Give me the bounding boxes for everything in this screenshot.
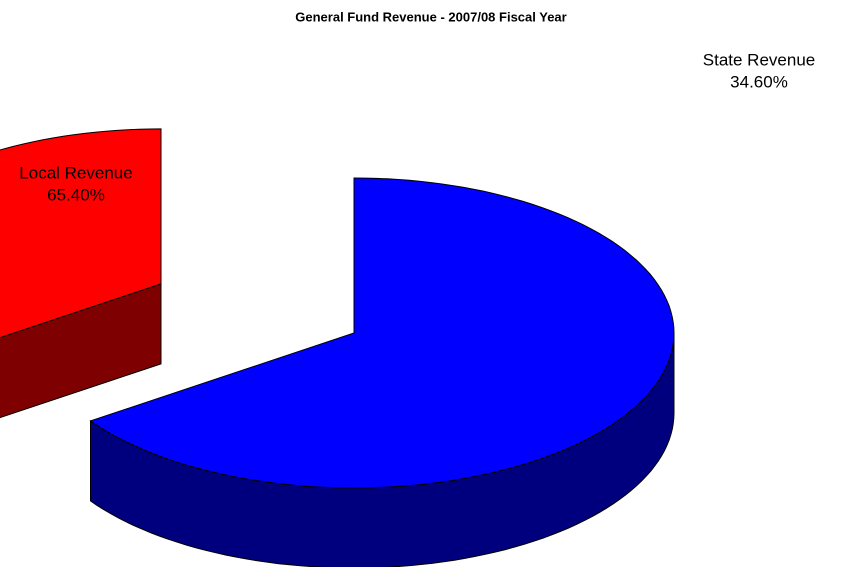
slice-side [0, 283, 162, 419]
slice [89, 177, 675, 489]
chart-title: General Fund Revenue - 2007/08 Fiscal Ye… [295, 9, 566, 24]
slice-label: Local Revenue [19, 163, 132, 182]
slice [0, 128, 162, 339]
slice-value-label: 34.60% [730, 72, 788, 91]
slice-label: State Revenue [703, 50, 815, 69]
slice-value-label: 65.40% [47, 185, 105, 204]
